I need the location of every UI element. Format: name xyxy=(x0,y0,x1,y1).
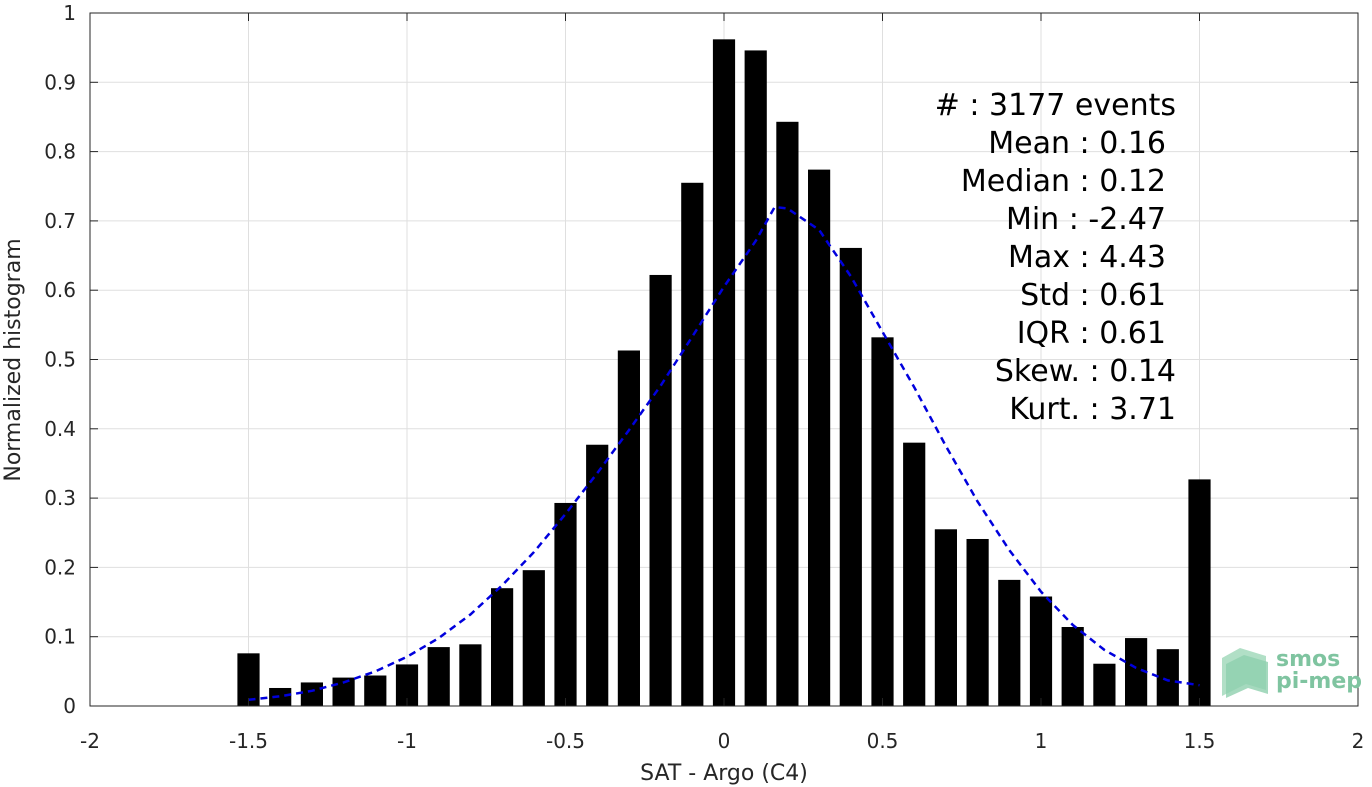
histogram-bar xyxy=(808,169,831,707)
x-tick-label: -1.5 xyxy=(229,729,268,753)
histogram-bar xyxy=(1188,479,1211,706)
y-tick-label: 0.8 xyxy=(44,140,76,164)
histogram-bar xyxy=(839,247,862,706)
stat-line: Std : 0.61 xyxy=(1020,278,1166,313)
histogram-bar xyxy=(1093,663,1116,706)
smos-pi-mep-logo: smos pi-mep xyxy=(1222,647,1362,698)
histogram-bar xyxy=(1061,626,1084,706)
stat-line: Median : 0.12 xyxy=(961,164,1166,199)
x-tick-label: -1 xyxy=(397,729,417,753)
y-tick-label: 0.5 xyxy=(44,348,76,372)
histogram-bar xyxy=(681,182,704,706)
x-tick-label: 1.5 xyxy=(1184,729,1216,753)
histogram-bar xyxy=(491,588,514,706)
normal-fit-curve xyxy=(248,205,1200,702)
y-tick-label: 0.4 xyxy=(44,417,76,441)
histogram-bar xyxy=(1125,638,1148,706)
histogram-bar xyxy=(1029,596,1053,706)
logo-text-pi-mep: pi-mep xyxy=(1276,669,1362,694)
x-axis-label: SAT - Argo (C4) xyxy=(640,761,808,786)
x-tick-label: 1 xyxy=(1035,729,1048,753)
stat-line: IQR : 0.61 xyxy=(1017,316,1166,351)
y-tick-label: 0 xyxy=(63,694,76,718)
histogram-bar xyxy=(903,442,926,706)
histogram-bar xyxy=(586,444,609,706)
y-tick-label: 0.3 xyxy=(44,486,76,510)
histogram-bar xyxy=(871,337,894,706)
stat-line: Skew. : 0.14 xyxy=(995,354,1176,389)
stat-line: Kurt. : 3.71 xyxy=(1009,392,1176,427)
y-tick-label: 0.9 xyxy=(44,70,76,94)
histogram-bar xyxy=(522,570,545,706)
histogram-bar xyxy=(998,579,1021,706)
histogram-bar xyxy=(1156,649,1179,706)
histogram-bar xyxy=(776,121,799,706)
histogram-bar xyxy=(934,529,957,706)
histogram-bar xyxy=(712,39,736,707)
histogram-bars xyxy=(237,39,1211,707)
histogram-bar xyxy=(744,50,767,707)
y-axis-label: Normalized histogram xyxy=(1,238,26,481)
histogram-bar xyxy=(966,538,989,706)
histogram-bar xyxy=(554,502,577,706)
x-tick-label: -2 xyxy=(80,729,100,753)
x-tick-label: 2 xyxy=(1352,729,1365,753)
histogram-bar xyxy=(395,664,419,706)
x-tick-label: -0.5 xyxy=(546,729,585,753)
histogram-bar xyxy=(237,653,260,706)
histogram-bar xyxy=(427,647,450,706)
y-tick-label: 0.2 xyxy=(44,555,76,579)
y-tick-label: 1 xyxy=(63,1,76,25)
histogram-bar xyxy=(269,687,292,706)
y-tick-label: 0.6 xyxy=(44,278,76,302)
stat-line: Mean : 0.16 xyxy=(988,126,1166,161)
y-tick-labels: 0 0.1 0.2 0.3 0.4 0.5 0.6 0.7 0.8 0.9 1 xyxy=(44,1,76,718)
y-tick-label: 0.1 xyxy=(44,625,76,649)
stat-line: Max : 4.43 xyxy=(1008,240,1166,275)
histogram-bar xyxy=(459,644,482,706)
stat-line: Min : -2.47 xyxy=(1006,202,1166,237)
axis-ticks xyxy=(89,12,1359,707)
logo-wave-icon xyxy=(1222,648,1268,698)
histogram-bar xyxy=(364,675,387,706)
x-tick-labels: -2 -1.5 -1 -0.5 0 0.5 1 1.5 2 xyxy=(80,729,1364,753)
histogram-bar xyxy=(649,274,672,706)
x-tick-label: 0 xyxy=(718,729,731,753)
y-tick-label: 0.7 xyxy=(44,209,76,233)
stat-line: # : 3177 events xyxy=(935,88,1176,123)
histogram-bar xyxy=(617,350,640,706)
x-tick-label: 0.5 xyxy=(867,729,899,753)
logo-text-smos: smos xyxy=(1276,647,1340,672)
histogram-bar xyxy=(300,682,323,706)
